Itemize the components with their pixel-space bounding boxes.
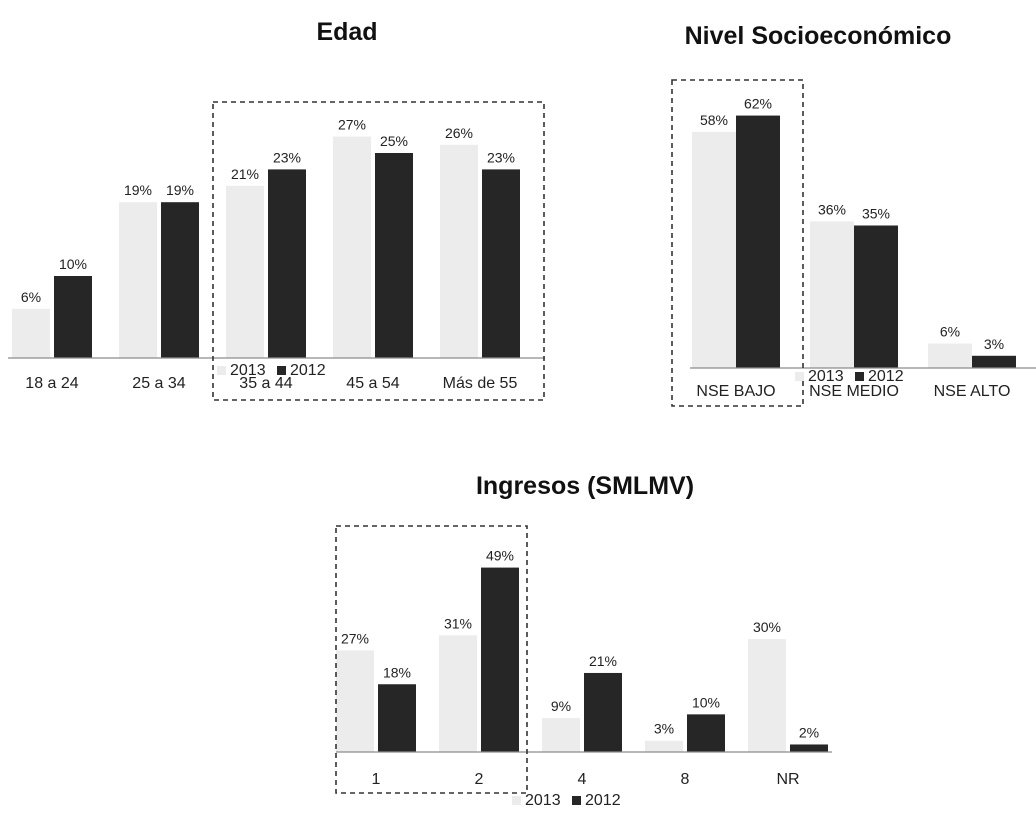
data-label-2013-4: 3%: [654, 721, 674, 737]
data-label-2012-5: 2%: [799, 724, 819, 740]
data-label-2012-3: 21%: [589, 653, 617, 669]
legend-label-2013: 2013: [230, 362, 266, 379]
data-label-2013-2: 19%: [124, 182, 152, 198]
bar-2013-1: [692, 131, 736, 368]
data-label-2013-3: 9%: [551, 698, 571, 714]
bar-2012-2: [854, 225, 898, 368]
chart-title: Nivel Socioeconómico: [685, 22, 952, 50]
legend-label-2012: 2012: [585, 792, 621, 809]
bar-2013-1: [336, 650, 374, 752]
data-label-2012-2: 35%: [862, 206, 890, 222]
bar-2012-5: [482, 169, 520, 358]
category-label: NSE ALTO: [934, 383, 1011, 400]
legend-swatch-2012: [277, 366, 286, 375]
data-label-2012-2: 19%: [166, 182, 194, 198]
data-label-2013-3: 6%: [940, 324, 960, 340]
legend-swatch-2013: [512, 796, 521, 805]
bar-2013-5: [748, 639, 786, 752]
legend-label-2012: 2012: [868, 368, 904, 385]
category-label: NR: [776, 771, 799, 788]
category-label: NSE MEDIO: [809, 383, 899, 400]
highlight-frame: [335, 525, 528, 794]
data-label-2012-5: 23%: [487, 149, 515, 165]
bar-2013-2: [119, 202, 157, 358]
legend-label-2013: 2013: [525, 792, 561, 809]
bar-2013-1: [12, 308, 50, 358]
bar-2012-2: [481, 567, 519, 752]
data-label-2012-3: 23%: [273, 149, 301, 165]
legend-label-2012: 2012: [290, 362, 326, 379]
data-label-2012-2: 49%: [486, 548, 514, 564]
legend-swatch-2012: [855, 372, 864, 381]
bar-2012-4: [687, 714, 725, 752]
data-label-2012-1: 18%: [383, 664, 411, 680]
bar-2013-4: [333, 136, 371, 358]
data-label-2012-1: 62%: [744, 96, 772, 112]
bar-2013-3: [928, 343, 972, 368]
bar-2012-5: [790, 744, 828, 752]
bar-2013-3: [226, 185, 264, 358]
data-label-2012-4: 25%: [380, 133, 408, 149]
bar-2013-2: [810, 221, 854, 368]
data-label-2013-2: 36%: [818, 201, 846, 217]
bar-2012-3: [268, 169, 306, 358]
bar-2012-2: [161, 202, 199, 358]
category-label: 1: [372, 771, 381, 788]
category-label: 8: [681, 771, 690, 788]
bar-2012-4: [375, 153, 413, 358]
data-label-2013-4: 27%: [338, 117, 366, 133]
category-label: NSE BAJO: [696, 383, 775, 400]
chart-ingresos: Ingresos (SMLMV) 27% 18% 1 31% 49% 2 9% 21% 4 3% 10…: [335, 472, 832, 809]
category-label: 35 a 44: [239, 375, 292, 392]
bar-2012-1: [736, 115, 780, 368]
bar-2012-3: [972, 355, 1016, 368]
data-label-2013-5: 30%: [753, 619, 781, 635]
highlight-frame: [671, 79, 804, 407]
data-label-2013-1: 58%: [700, 112, 728, 128]
data-label-2012-3: 3%: [984, 336, 1004, 352]
data-label-2013-2: 31%: [444, 615, 472, 631]
bar-2013-4: [645, 740, 683, 752]
category-label: 18 a 24: [25, 375, 78, 392]
bar-2013-3: [542, 718, 580, 752]
chart-title: Ingresos (SMLMV): [476, 472, 694, 500]
data-label-2013-3: 21%: [231, 166, 259, 182]
category-label: 4: [578, 771, 587, 788]
category-label: Más de 55: [443, 375, 518, 392]
chart-edad: Edad 6% 10% 18 a 24 19% 19% 25 a 34 21% 23% 35 a …: [8, 18, 545, 401]
bar-2013-5: [440, 144, 478, 358]
data-label-2013-1: 6%: [21, 289, 41, 305]
bar-2012-3: [584, 672, 622, 752]
highlight-frame: [212, 101, 545, 401]
data-label-2012-4: 10%: [692, 694, 720, 710]
bar-2012-1: [54, 276, 92, 358]
legend-swatch-2013: [795, 372, 804, 381]
category-label: 2: [475, 771, 484, 788]
bar-2013-2: [439, 635, 477, 752]
legend-label-2013: 2013: [808, 368, 844, 385]
data-label-2012-1: 10%: [59, 256, 87, 272]
category-label: 25 a 34: [132, 375, 185, 392]
legend-swatch-2013: [217, 366, 226, 375]
category-label: 45 a 54: [346, 375, 399, 392]
chart-title: Edad: [316, 18, 377, 46]
data-label-2013-1: 27%: [341, 630, 369, 646]
chart-nivel-socioeconomico: Nivel Socioeconómico 58% 62% NSE BAJO 36% 35%…: [671, 22, 1036, 407]
data-label-2013-5: 26%: [445, 125, 473, 141]
legend-swatch-2012: [572, 796, 581, 805]
bar-2012-1: [378, 684, 416, 752]
